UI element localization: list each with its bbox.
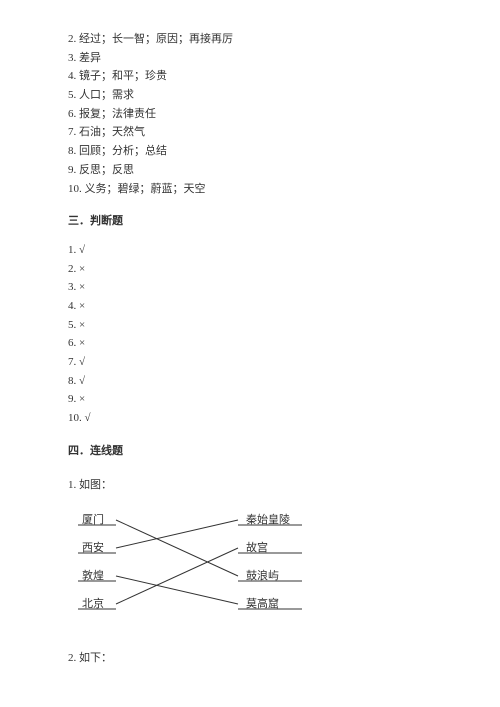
list-item: 3. ×: [68, 278, 450, 297]
list-item: 7. 石油；天然气: [68, 123, 450, 142]
section2-answer-list: 2. 经过；长一智；原因；再接再厉 3. 差异 4. 镜子；和平；珍贵 5. 人…: [68, 30, 450, 198]
matching-lines-svg: [78, 509, 338, 619]
list-item: 4. ×: [68, 297, 450, 316]
list-item: 1. √: [68, 241, 450, 260]
list-item: 4. 镜子；和平；珍贵: [68, 67, 450, 86]
list-item: 9. ×: [68, 390, 450, 409]
list-item: 7. √: [68, 353, 450, 372]
list-item: 8. 回顾；分析；总结: [68, 142, 450, 161]
section3-title: 三．判断题: [68, 212, 450, 231]
list-item: 3. 差异: [68, 49, 450, 68]
list-item: 10. √: [68, 409, 450, 428]
section3-answer-list: 1. √ 2. × 3. × 4. × 5. × 6. × 7. √ 8. √ …: [68, 241, 450, 428]
matching-diagram: 厦门 西安 敦煌 北京 秦始皇陵 故宫 鼓浪屿 莫高窟: [78, 509, 338, 619]
section4-q2-label: 2. 如下：: [68, 649, 450, 668]
list-item: 8. √: [68, 372, 450, 391]
list-item: 6. ×: [68, 334, 450, 353]
list-item: 2. ×: [68, 260, 450, 279]
list-item: 5. 人口；需求: [68, 86, 450, 105]
list-item: 10. 义务；碧绿；蔚蓝；天空: [68, 180, 450, 199]
list-item: 6. 报复；法律责任: [68, 105, 450, 124]
list-item: 5. ×: [68, 316, 450, 335]
list-item: 2. 经过；长一智；原因；再接再厉: [68, 30, 450, 49]
section4-title: 四．连线题: [68, 442, 450, 461]
list-item: 9. 反思；反思: [68, 161, 450, 180]
section4-q1-label: 1. 如图：: [68, 476, 450, 495]
